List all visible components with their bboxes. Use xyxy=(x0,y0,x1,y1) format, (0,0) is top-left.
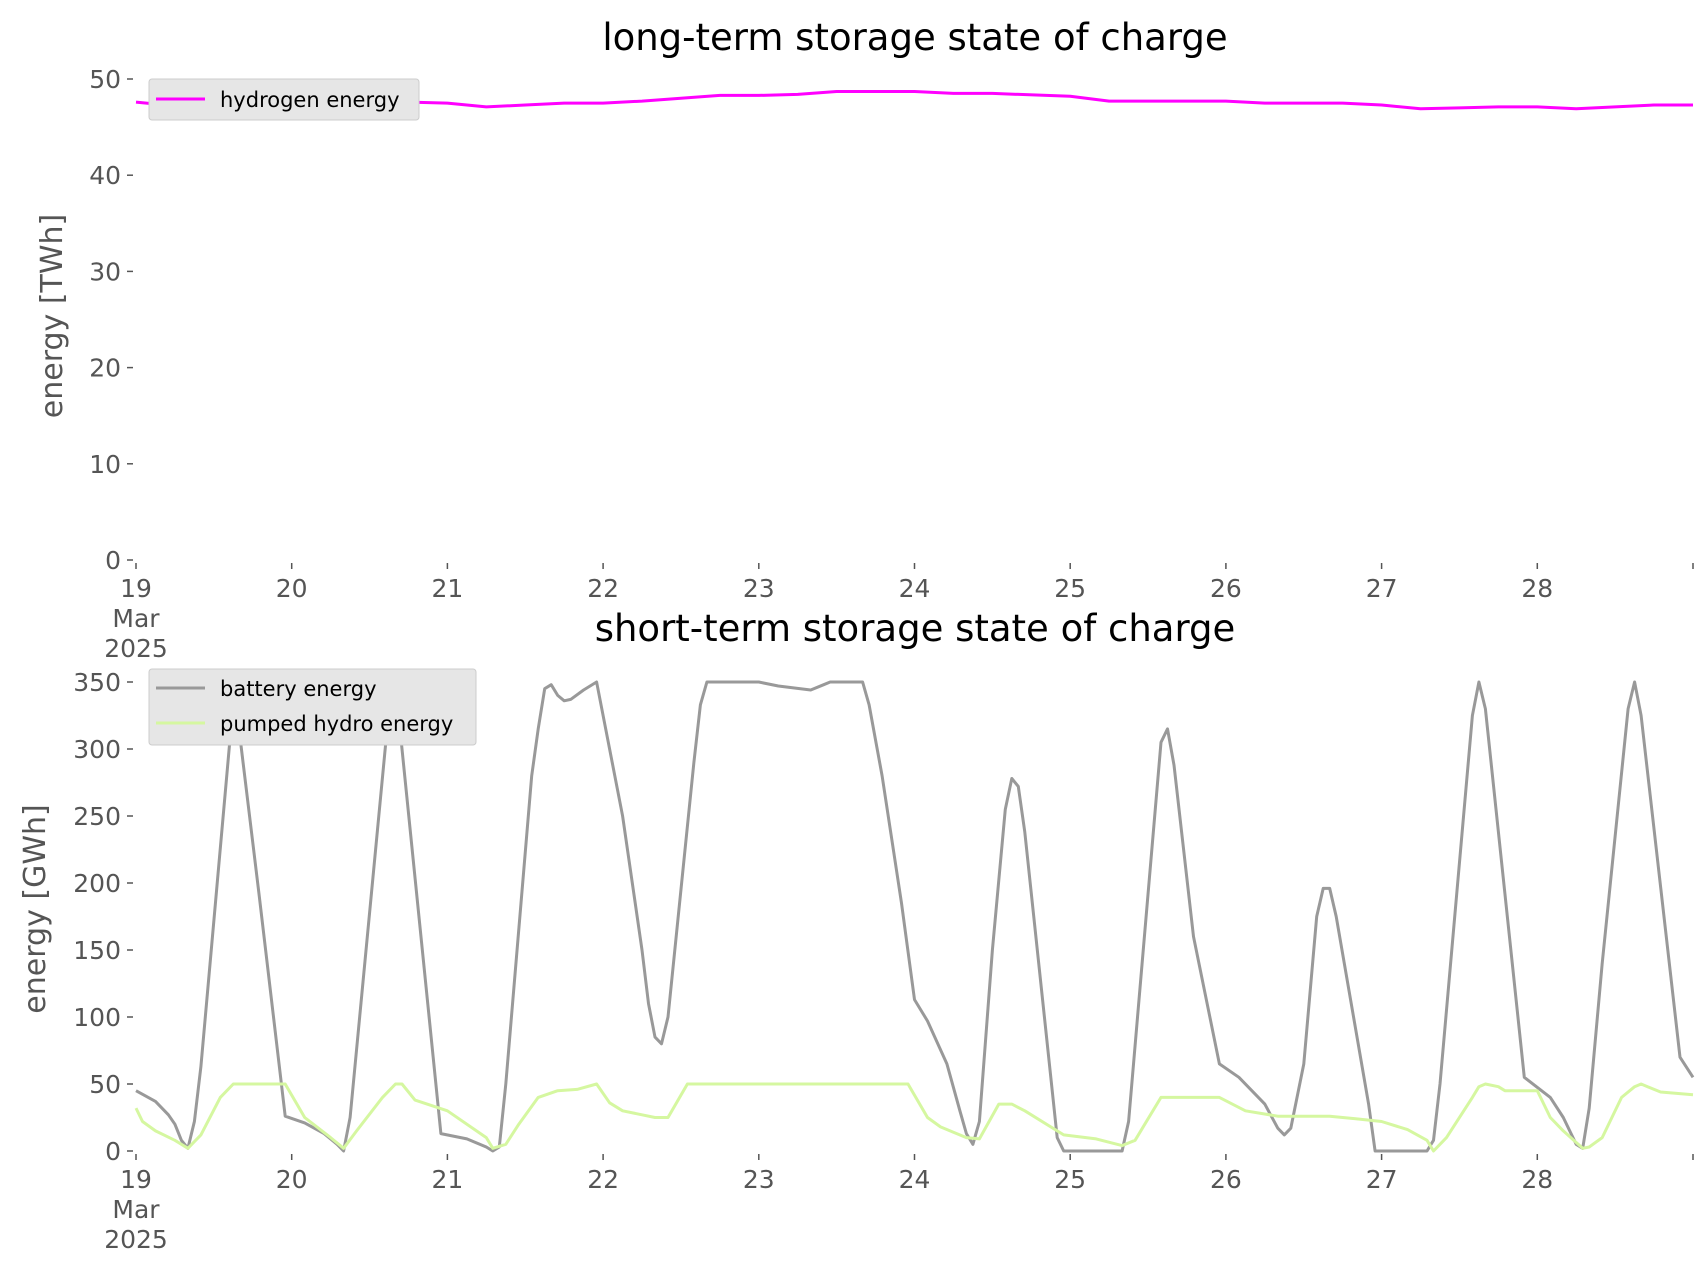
y-tick-label-0: 0 xyxy=(105,546,121,575)
y-tick-label-350: 350 xyxy=(73,668,121,697)
x-tick-label-0-line-1: Mar xyxy=(112,1195,160,1224)
long-term-legend: hydrogen energy xyxy=(148,78,420,121)
x-tick-label-5: 24 xyxy=(899,574,931,603)
x-tick-label-1: 20 xyxy=(276,574,308,603)
x-tick-label-6: 25 xyxy=(1054,1165,1086,1194)
short-term-y-axis-label: energy [GWh] xyxy=(18,804,53,1013)
x-tick-label-2: 21 xyxy=(431,1165,463,1194)
long-term-chart-title: long-term storage state of charge xyxy=(602,16,1227,59)
x-tick-label-7: 26 xyxy=(1210,1165,1242,1194)
y-tick-label-150: 150 xyxy=(73,936,121,965)
x-tick-label-4: 23 xyxy=(743,574,775,603)
x-tick-label-5: 24 xyxy=(899,1165,931,1194)
x-tick-label-3: 22 xyxy=(587,1165,619,1194)
y-tick-label-50: 50 xyxy=(89,1070,121,1099)
x-tick-label-6: 25 xyxy=(1054,574,1086,603)
long-term-chart: long-term storage state of charge energy… xyxy=(35,16,1694,663)
x-tick-label-1: 20 xyxy=(276,1165,308,1194)
short-term-legend: battery energy pumped hydro energy xyxy=(148,668,477,746)
y-tick-label-20: 20 xyxy=(89,354,121,383)
legend-label-hydrogen-energy: hydrogen energy xyxy=(220,88,400,112)
y-tick-label-250: 250 xyxy=(73,802,121,831)
y-tick-label-200: 200 xyxy=(73,869,121,898)
x-tick-label-0: 19 xyxy=(120,574,152,603)
series-line-battery-energy xyxy=(135,680,1695,1153)
long-term-y-axis-label: energy [TWh] xyxy=(35,214,70,418)
y-tick-label-50: 50 xyxy=(89,65,121,94)
x-tick-label-0-line-1: Mar xyxy=(112,604,160,633)
x-tick-label-0-line-2: 2025 xyxy=(104,1225,168,1254)
x-tick-label-0-line-2: 2025 xyxy=(104,634,168,663)
series-line-pumped-hydro-energy xyxy=(134,1082,1694,1153)
x-tick-label-8: 27 xyxy=(1366,574,1398,603)
x-tick-label-9: 28 xyxy=(1521,574,1553,603)
y-tick-label-30: 30 xyxy=(89,257,121,286)
long-term-series-lines xyxy=(135,90,1693,111)
y-tick-label-40: 40 xyxy=(89,161,121,190)
y-tick-label-0: 0 xyxy=(105,1137,121,1166)
x-tick-label-2: 21 xyxy=(431,574,463,603)
legend-label-battery-energy: battery energy xyxy=(220,677,377,701)
x-tick-label-8: 27 xyxy=(1366,1165,1398,1194)
short-term-chart-title: short-term storage state of charge xyxy=(595,607,1236,650)
y-tick-label-300: 300 xyxy=(73,735,121,764)
y-tick-label-10: 10 xyxy=(89,450,121,479)
series-line-hydrogen-energy xyxy=(135,90,1693,111)
x-tick-label-3: 22 xyxy=(587,574,619,603)
short-term-chart: short-term storage state of charge energ… xyxy=(18,607,1695,1254)
y-tick-label-100: 100 xyxy=(73,1003,121,1032)
x-tick-label-4: 23 xyxy=(743,1165,775,1194)
x-tick-label-9: 28 xyxy=(1521,1165,1553,1194)
legend-label-pumped-hydro-energy: pumped hydro energy xyxy=(220,712,453,736)
long-term-legend-box xyxy=(148,78,420,121)
short-term-series-lines xyxy=(134,680,1695,1153)
short-term-legend-box xyxy=(148,668,477,746)
x-tick-label-0: 19 xyxy=(120,1165,152,1194)
x-tick-label-7: 26 xyxy=(1210,574,1242,603)
